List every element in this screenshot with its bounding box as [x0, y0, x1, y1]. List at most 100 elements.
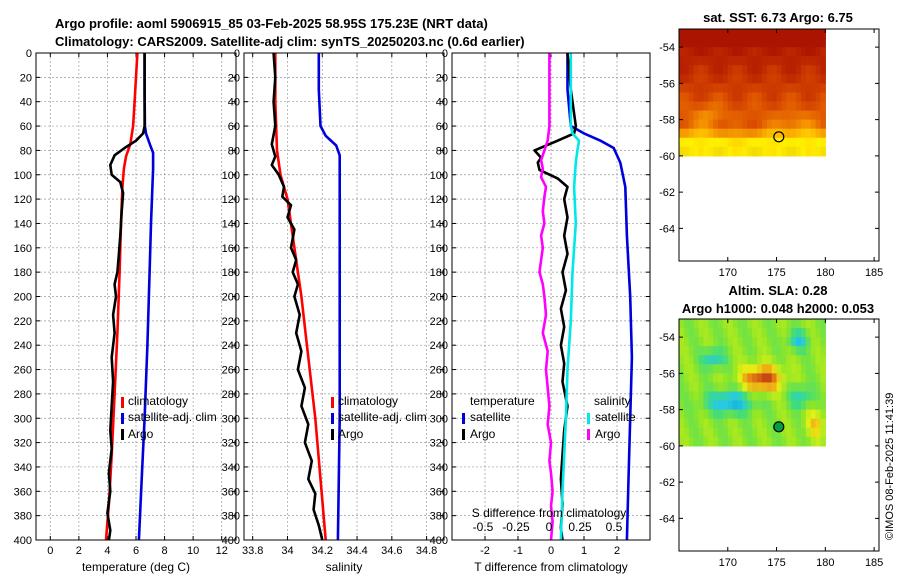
sla-cell [771, 409, 778, 420]
sla-cell [722, 319, 729, 329]
sla-cell [776, 436, 783, 447]
sla-cell [708, 346, 714, 356]
sst-cell [786, 92, 792, 103]
sla-cell [796, 328, 802, 338]
sla-cell [737, 364, 744, 374]
x-tick-label: 0 [47, 545, 53, 557]
sst-cell [776, 137, 783, 148]
sst-cell [800, 47, 807, 57]
sla-cell [742, 337, 748, 347]
sst-cell [747, 110, 753, 121]
sst-cell [781, 83, 787, 94]
sst-cell [722, 56, 729, 66]
sla-cell [747, 400, 753, 411]
sst-cell [688, 146, 695, 157]
depth-tick-label: 240 [430, 340, 448, 352]
sst-cell [688, 119, 695, 130]
sst-cell [791, 101, 797, 112]
sla-cell [786, 355, 792, 365]
sst-cell [737, 137, 744, 148]
sla-cell [815, 400, 822, 411]
sla-cell [737, 409, 744, 420]
sst-cell [781, 110, 787, 121]
sst-cell [805, 128, 812, 139]
sst-cell [805, 29, 812, 39]
sst-cell [781, 29, 787, 39]
sst-cell [727, 74, 734, 84]
sla-cell [742, 346, 748, 356]
sst-cell [713, 47, 719, 57]
sla-cell [781, 373, 787, 384]
sst-cell [703, 83, 709, 94]
sst-cell [796, 146, 802, 157]
sla-cell [805, 328, 812, 338]
sla-cell [693, 400, 700, 411]
sst-cell [791, 56, 797, 66]
sst-cell [737, 65, 744, 75]
sla-cell [781, 346, 787, 356]
series-line-salinity-argo [538, 53, 554, 540]
sst-cell [727, 128, 734, 139]
sst-cell [708, 92, 714, 103]
sst-cell [708, 56, 714, 66]
sla-cell [820, 418, 826, 429]
sla-cell [688, 373, 695, 384]
sla-cell [815, 373, 822, 384]
sst-cell [805, 38, 812, 48]
sla-cell [781, 328, 787, 338]
sst-cell [757, 74, 763, 84]
sla-cell [693, 373, 700, 384]
depth-tick-label: 240 [14, 340, 32, 352]
sst-cell [771, 92, 778, 103]
sst-cell [752, 146, 758, 157]
x-tick-label: 8 [162, 545, 168, 557]
sla-cell [679, 346, 685, 356]
sst-cell [679, 29, 685, 39]
x-tick-label: 12 [216, 545, 228, 557]
sla-cell [805, 400, 812, 411]
s-tick-label: 0 [546, 520, 553, 534]
sst-cell [683, 146, 690, 157]
sla-cell [815, 391, 822, 402]
sst-cell [737, 74, 744, 84]
sst-cell [742, 38, 748, 48]
x-tick-label: 34 [281, 545, 293, 557]
sst-cell [718, 56, 724, 66]
sst-cell [776, 110, 783, 121]
sla-cell [791, 337, 797, 347]
sst-cell [766, 83, 773, 94]
sla-cell [791, 328, 797, 338]
sla-cell [786, 373, 792, 384]
sst-cell [800, 146, 807, 157]
sla-cell [761, 319, 768, 329]
sst-cell [810, 29, 817, 39]
sla-cell [737, 400, 744, 411]
sla-cell [805, 337, 812, 347]
sla-cell [703, 400, 709, 411]
sst-cell [805, 65, 812, 75]
sst-cell [766, 92, 773, 103]
sla-cell [708, 355, 714, 365]
depth-tick-label: 80 [436, 145, 448, 157]
sst-cell [683, 137, 690, 148]
sst-cell [679, 74, 685, 84]
sla-cell [786, 382, 792, 393]
sst-cell [771, 146, 778, 157]
x-tick-label: 34.2 [312, 545, 333, 557]
sla-cell [810, 373, 817, 384]
sla-cell [757, 382, 763, 393]
lon-tick-label: 180 [816, 557, 834, 569]
sla-cell [791, 373, 797, 384]
sla-cell [805, 427, 812, 438]
sla-cell [727, 373, 734, 384]
sla-cell [791, 391, 797, 402]
sla-cell [800, 373, 807, 384]
sst-cell [820, 101, 826, 112]
sst-cell [796, 74, 802, 84]
sla-cell [781, 319, 787, 329]
sst-cell [810, 56, 817, 66]
sla-cell [718, 391, 724, 402]
sst-cell [781, 65, 787, 75]
sla-cell [820, 436, 826, 447]
sst-cell [761, 128, 768, 139]
